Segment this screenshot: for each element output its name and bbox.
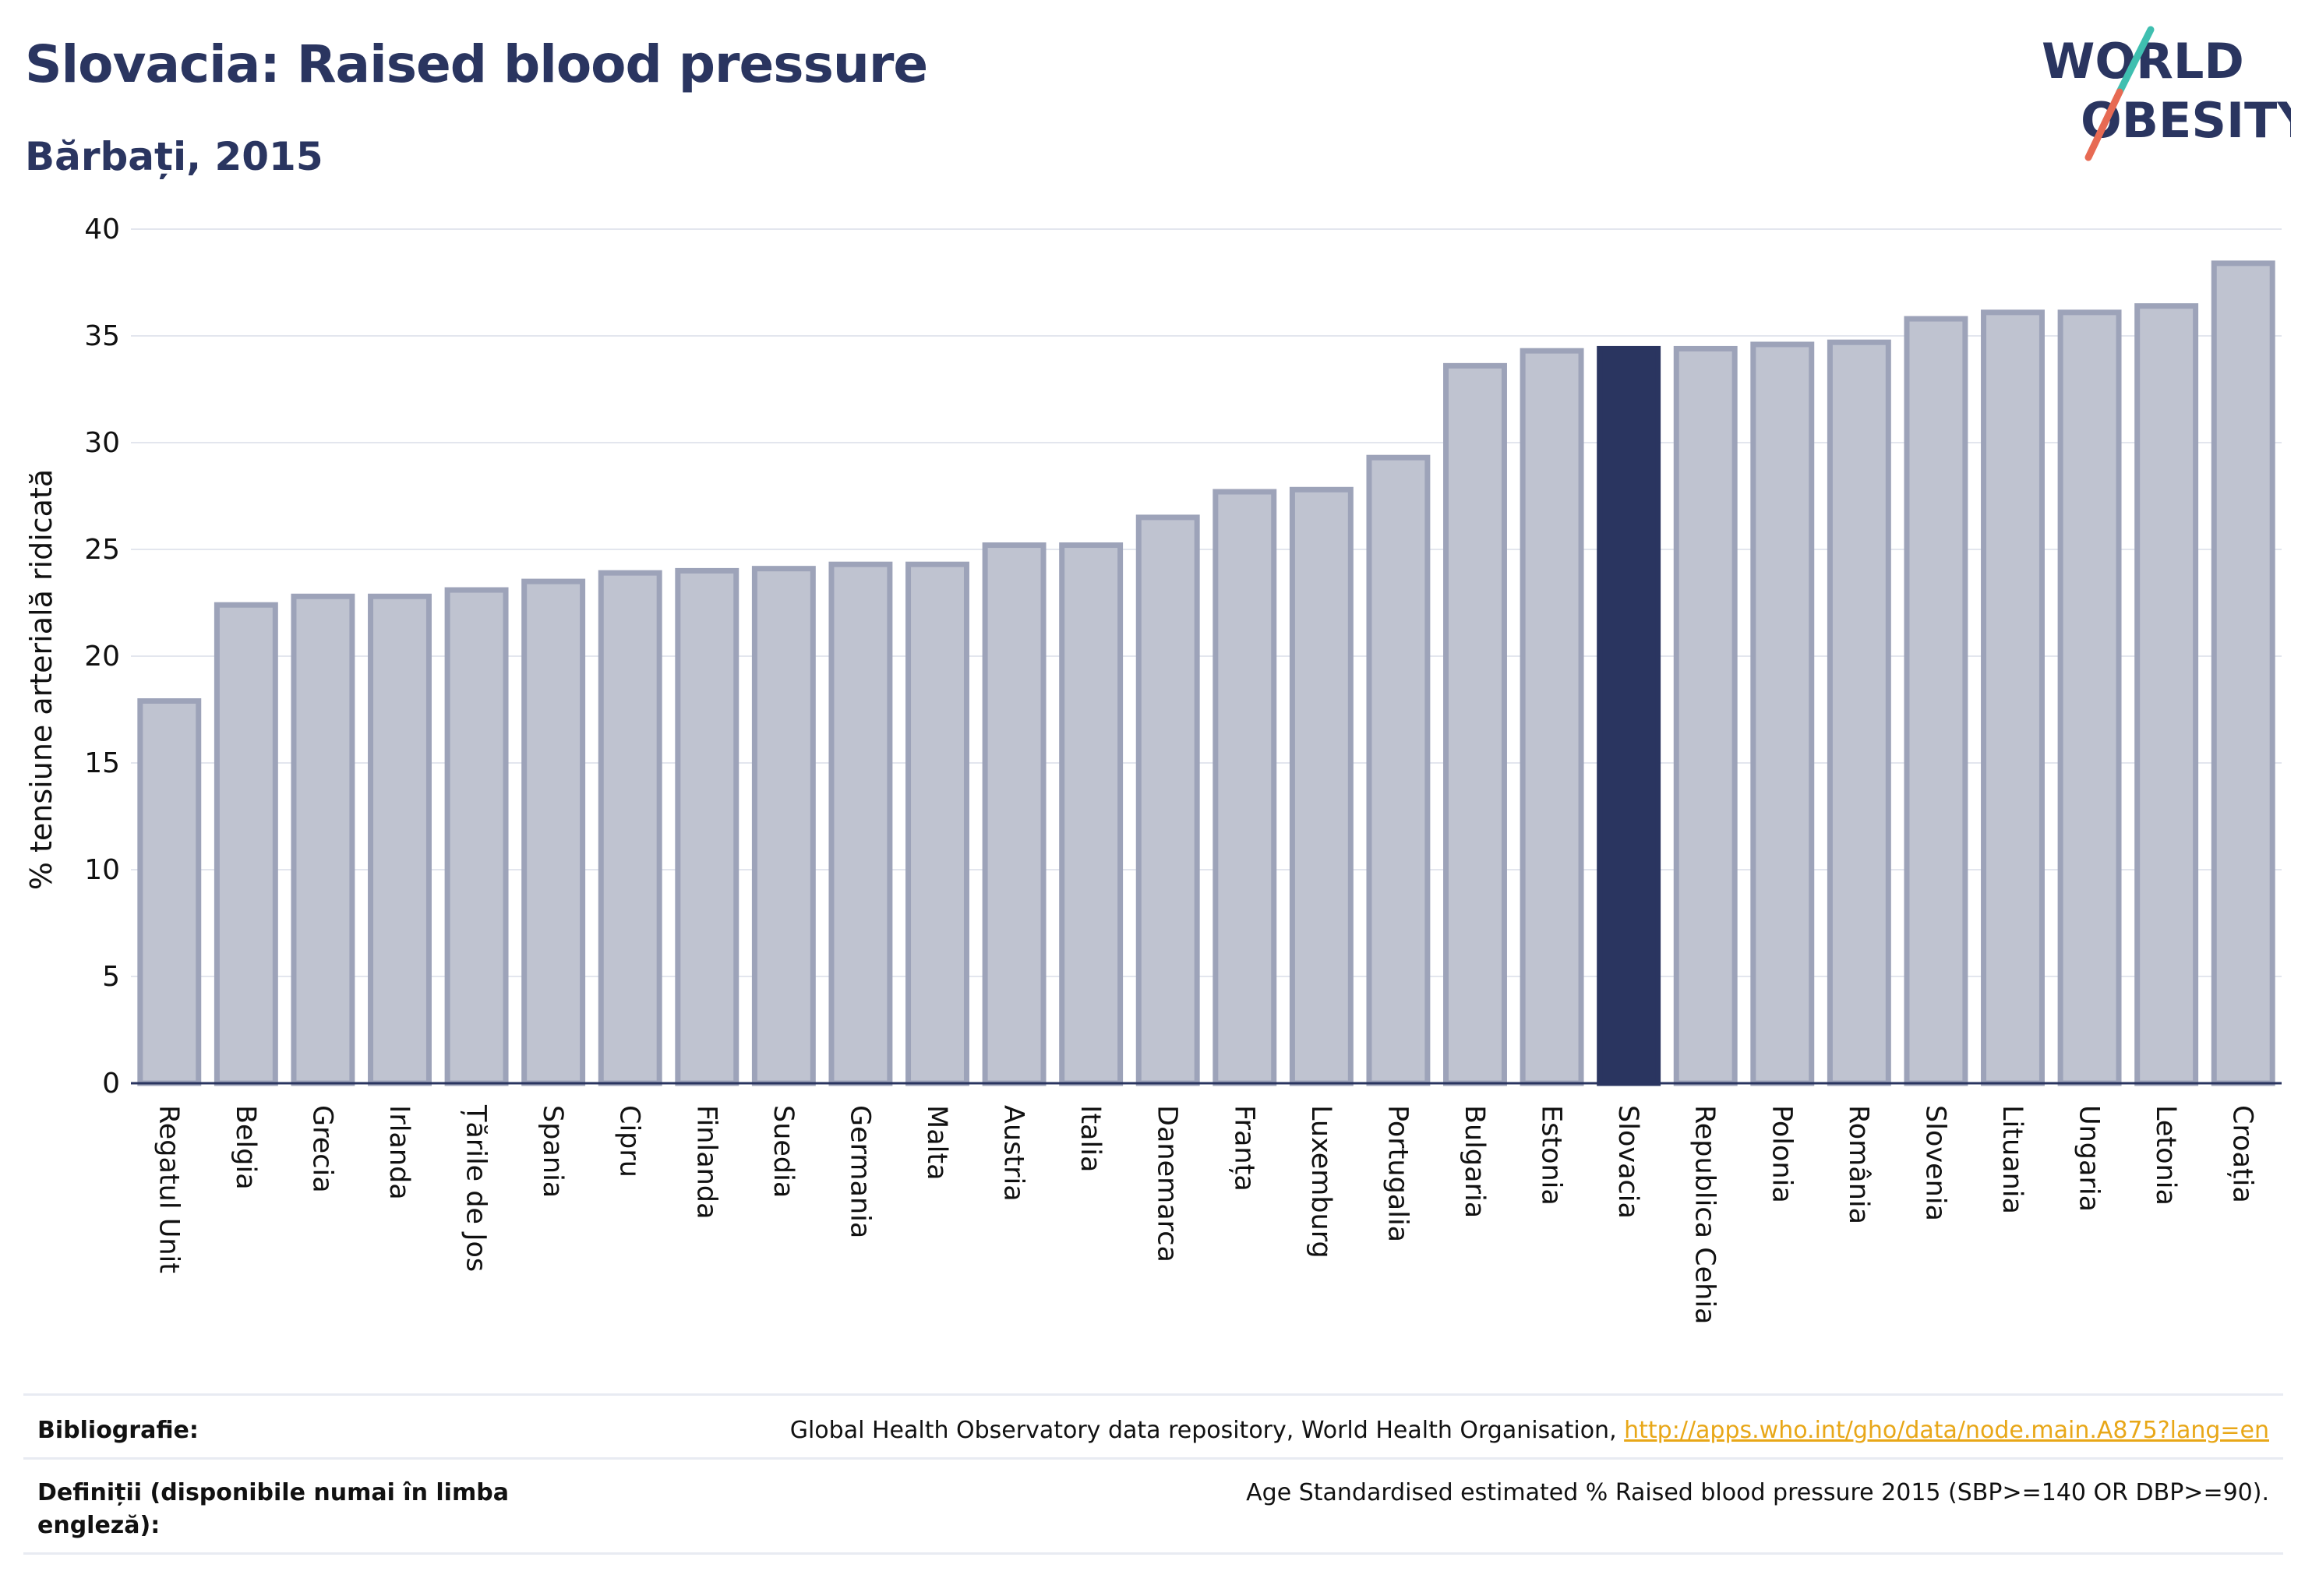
y-tick-label: 0 <box>102 1068 120 1100</box>
bar-franța[interactable] <box>1213 489 1277 1086</box>
footer-definitions-row: Definiții (disponibile numai în limba en… <box>23 1457 2283 1553</box>
bar-irlanda[interactable] <box>368 593 432 1086</box>
x-tick-label: Slovacia <box>1612 1105 1643 1219</box>
logo-slash-top <box>2116 26 2155 96</box>
bar-țările-de-jos[interactable] <box>444 587 509 1086</box>
y-tick-label: 30 <box>84 427 120 459</box>
bar-croația[interactable] <box>2211 260 2275 1086</box>
x-tick-label: Regatul Unit <box>153 1105 184 1273</box>
bar-românia[interactable] <box>1827 339 1891 1086</box>
bar-chart: 0 5 10 15 20 25 30 35 40 Regatul Unit Belgia Grecia… <box>24 214 2282 1325</box>
x-tick-label: Finlanda <box>690 1105 722 1220</box>
x-tick-label: Țările de Jos <box>461 1104 492 1272</box>
x-tick-label: Franța <box>1228 1105 1259 1192</box>
bibliography-link[interactable]: http://apps.who.int/gho/data/node.main.A… <box>1624 1417 2269 1444</box>
x-tick-label: Croația <box>2227 1105 2258 1203</box>
x-tick-label: Danemarca <box>1152 1105 1183 1262</box>
x-tick-label: Belgia <box>230 1105 261 1190</box>
x-tick-label: Ungaria <box>2074 1105 2105 1212</box>
x-tick-label: Spania <box>537 1105 568 1198</box>
bar-luxemburg[interactable] <box>1289 486 1354 1086</box>
definitions-value: Age Standardised estimated % Raised bloo… <box>1246 1479 2269 1506</box>
bibliography-value: Global Health Observatory data repositor… <box>633 1414 2269 1447</box>
x-tick-label: Cipru <box>614 1105 645 1178</box>
bar-austria[interactable] <box>982 542 1047 1086</box>
x-tick-label: Germania <box>844 1105 875 1238</box>
x-tick-label: Italia <box>1075 1105 1106 1172</box>
bar-danemarca[interactable] <box>1135 514 1200 1086</box>
chart-subtitle: Bărbați, 2015 <box>25 134 323 179</box>
labels: 0 5 10 15 20 25 30 35 40 Regatul Unit Belgia Grecia… <box>24 214 2258 1325</box>
bar-italia[interactable] <box>1059 542 1124 1086</box>
bibliography-text: Global Health Observatory data repositor… <box>789 1417 1625 1444</box>
x-tick-label: Polonia <box>1766 1105 1797 1203</box>
y-tick-label: 40 <box>84 214 120 245</box>
footer-bottom-rule <box>23 1552 2283 1556</box>
bar-belgia[interactable] <box>214 602 278 1086</box>
bar-estonia[interactable] <box>1520 348 1584 1086</box>
y-tick-label: 5 <box>102 961 120 993</box>
bar-slovenia[interactable] <box>1904 316 1968 1086</box>
bar-malta[interactable] <box>905 561 969 1086</box>
bibliography-label: Bibliografie: <box>37 1417 199 1444</box>
y-axis-label: % tensiune arterială ridicată <box>24 469 58 890</box>
bar-republica-cehia[interactable] <box>1673 345 1738 1086</box>
x-tick-label: România <box>1843 1105 1874 1224</box>
x-tick-label: Portugalia <box>1382 1105 1413 1242</box>
x-tick-label: Irlanda <box>383 1105 415 1200</box>
bar-regatul-unit[interactable] <box>137 698 202 1086</box>
logo-slash-bottom <box>2084 88 2123 161</box>
x-tick-label: Bulgaria <box>1459 1105 1490 1218</box>
x-tick-label: Luxemburg <box>1305 1105 1336 1259</box>
bar-spania[interactable] <box>521 578 586 1086</box>
x-tick-label: Grecia <box>306 1105 337 1193</box>
x-tick-label: Suedia <box>768 1105 799 1198</box>
x-tick-label: Republica Cehia <box>1689 1105 1721 1325</box>
bar-bulgaria[interactable] <box>1443 362 1507 1086</box>
y-tick-label: 15 <box>84 747 120 779</box>
y-tick-label: 20 <box>84 641 120 673</box>
bar-suedia[interactable] <box>751 566 816 1086</box>
bar-ungaria[interactable] <box>2057 309 2122 1086</box>
bar-slovacia[interactable] <box>1597 345 1661 1086</box>
y-tick-label: 35 <box>84 320 120 352</box>
x-tick-label: Austria <box>998 1105 1029 1202</box>
chart-title: Slovacia: Raised blood pressure <box>25 34 928 94</box>
definitions-label: Definiții (disponibile numai în limba en… <box>37 1479 509 1539</box>
y-tick-label: 10 <box>84 854 120 886</box>
bar-polonia[interactable] <box>1750 341 1815 1086</box>
footer-bibliography-row: Bibliografie: Global Health Observatory … <box>23 1393 2283 1458</box>
x-tick-label: Slovenia <box>1919 1105 1950 1221</box>
bar-portugalia[interactable] <box>1366 454 1431 1086</box>
y-tick-label: 25 <box>84 534 120 566</box>
bar-letonia[interactable] <box>2134 303 2199 1086</box>
bar-grecia[interactable] <box>291 593 355 1086</box>
bar-finlanda[interactable] <box>675 567 740 1086</box>
x-tick-label: Malta <box>921 1105 952 1181</box>
x-tick-label: Letonia <box>2150 1105 2181 1206</box>
x-tick-label: Lituania <box>1996 1105 2028 1214</box>
bar-germania[interactable] <box>828 561 893 1086</box>
world-obesity-logo: WORLD OBESITY <box>2042 26 2291 161</box>
bar-cipru[interactable] <box>598 570 662 1086</box>
x-tick-label: Estonia <box>1536 1105 1567 1206</box>
bar-lituania[interactable] <box>1981 309 2045 1086</box>
bars <box>137 260 2275 1086</box>
